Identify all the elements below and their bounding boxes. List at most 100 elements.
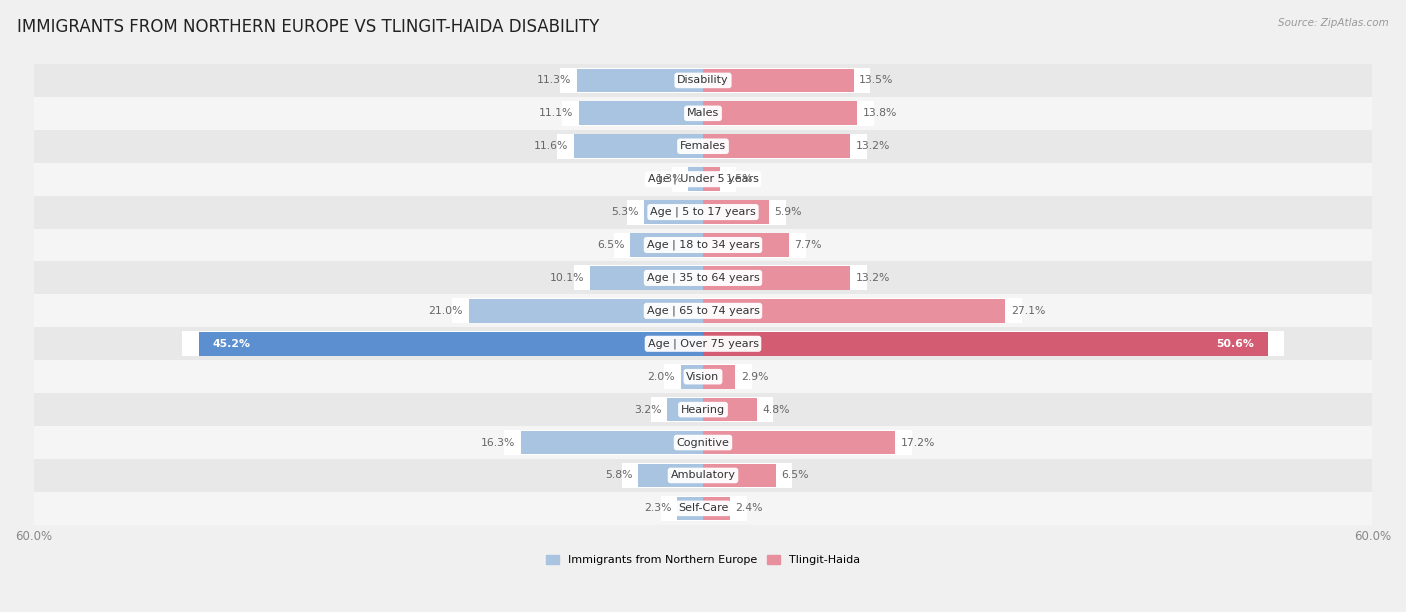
Text: Age | 18 to 34 years: Age | 18 to 34 years xyxy=(647,240,759,250)
Bar xyxy=(703,496,730,520)
Bar xyxy=(703,299,1005,323)
Bar xyxy=(703,398,756,422)
Text: Age | Over 75 years: Age | Over 75 years xyxy=(648,338,758,349)
Text: 21.0%: 21.0% xyxy=(429,306,463,316)
Bar xyxy=(34,163,1372,196)
Bar xyxy=(579,102,703,125)
Text: 3.2%: 3.2% xyxy=(634,405,662,414)
Bar xyxy=(703,233,789,257)
Bar xyxy=(668,398,703,422)
Bar xyxy=(562,101,873,126)
Text: 2.9%: 2.9% xyxy=(741,371,769,382)
Text: 5.8%: 5.8% xyxy=(605,471,633,480)
Text: Females: Females xyxy=(681,141,725,151)
Text: Vision: Vision xyxy=(686,371,720,382)
Text: 1.5%: 1.5% xyxy=(725,174,752,184)
Bar xyxy=(198,332,703,356)
Text: 13.8%: 13.8% xyxy=(862,108,897,118)
Bar xyxy=(574,266,868,291)
Text: 45.2%: 45.2% xyxy=(212,339,250,349)
Bar xyxy=(703,431,894,454)
Bar xyxy=(703,135,851,158)
Text: 10.1%: 10.1% xyxy=(550,273,585,283)
Bar xyxy=(672,166,737,192)
Bar xyxy=(34,294,1372,327)
Text: Hearing: Hearing xyxy=(681,405,725,414)
Text: 4.8%: 4.8% xyxy=(762,405,790,414)
Bar xyxy=(644,200,703,224)
Bar xyxy=(522,431,703,454)
Text: Ambulatory: Ambulatory xyxy=(671,471,735,480)
Text: Source: ZipAtlas.com: Source: ZipAtlas.com xyxy=(1278,18,1389,28)
Bar xyxy=(678,496,703,520)
Text: 11.1%: 11.1% xyxy=(538,108,574,118)
Bar xyxy=(34,393,1372,426)
Text: 2.4%: 2.4% xyxy=(735,504,763,513)
Text: 13.5%: 13.5% xyxy=(859,75,894,86)
Bar xyxy=(651,397,773,422)
Bar xyxy=(591,266,703,290)
Text: 13.2%: 13.2% xyxy=(856,141,890,151)
Text: 6.5%: 6.5% xyxy=(782,471,808,480)
Bar xyxy=(34,426,1372,459)
Text: 1.3%: 1.3% xyxy=(655,174,683,184)
Text: Males: Males xyxy=(688,108,718,118)
Bar xyxy=(34,228,1372,261)
Text: Age | 35 to 64 years: Age | 35 to 64 years xyxy=(647,273,759,283)
Text: 7.7%: 7.7% xyxy=(794,240,823,250)
Bar xyxy=(576,69,703,92)
Bar xyxy=(703,332,1268,356)
Bar xyxy=(34,64,1372,97)
Bar xyxy=(557,134,868,159)
Text: Disability: Disability xyxy=(678,75,728,86)
Text: Age | Under 5 years: Age | Under 5 years xyxy=(648,174,758,184)
Bar xyxy=(703,464,776,487)
Text: Self-Care: Self-Care xyxy=(678,504,728,513)
Text: 16.3%: 16.3% xyxy=(481,438,516,447)
Text: 11.3%: 11.3% xyxy=(537,75,571,86)
Bar xyxy=(34,196,1372,228)
Bar xyxy=(630,233,703,257)
Bar xyxy=(638,464,703,487)
Bar xyxy=(34,97,1372,130)
Bar xyxy=(468,299,703,323)
Bar xyxy=(627,200,786,225)
Bar xyxy=(451,298,1022,323)
Text: 2.3%: 2.3% xyxy=(644,504,672,513)
Bar xyxy=(34,261,1372,294)
Text: IMMIGRANTS FROM NORTHERN EUROPE VS TLINGIT-HAIDA DISABILITY: IMMIGRANTS FROM NORTHERN EUROPE VS TLING… xyxy=(17,18,599,36)
Bar xyxy=(34,327,1372,360)
Text: Age | 65 to 74 years: Age | 65 to 74 years xyxy=(647,305,759,316)
Text: 17.2%: 17.2% xyxy=(900,438,935,447)
Bar xyxy=(34,360,1372,393)
Text: Cognitive: Cognitive xyxy=(676,438,730,447)
Text: 5.9%: 5.9% xyxy=(775,207,801,217)
Bar xyxy=(703,69,853,92)
Bar xyxy=(664,364,752,389)
Bar xyxy=(703,167,720,191)
Bar xyxy=(703,365,735,389)
Bar xyxy=(34,459,1372,492)
Bar xyxy=(181,331,1284,356)
Bar xyxy=(34,492,1372,525)
Bar xyxy=(703,200,769,224)
Bar xyxy=(661,496,747,521)
Bar xyxy=(621,463,792,488)
Text: 27.1%: 27.1% xyxy=(1011,306,1045,316)
Legend: Immigrants from Northern Europe, Tlingit-Haida: Immigrants from Northern Europe, Tlingit… xyxy=(546,555,860,565)
Bar xyxy=(614,233,806,258)
Text: 6.5%: 6.5% xyxy=(598,240,624,250)
Text: Age | 5 to 17 years: Age | 5 to 17 years xyxy=(650,207,756,217)
Bar xyxy=(505,430,911,455)
Text: 5.3%: 5.3% xyxy=(610,207,638,217)
Text: 11.6%: 11.6% xyxy=(534,141,568,151)
Text: 13.2%: 13.2% xyxy=(856,273,890,283)
Bar xyxy=(681,365,703,389)
Text: 2.0%: 2.0% xyxy=(648,371,675,382)
Bar xyxy=(574,135,703,158)
Bar xyxy=(34,130,1372,163)
Text: 50.6%: 50.6% xyxy=(1216,339,1254,349)
Bar xyxy=(560,68,870,93)
Bar xyxy=(689,167,703,191)
Bar xyxy=(703,266,851,290)
